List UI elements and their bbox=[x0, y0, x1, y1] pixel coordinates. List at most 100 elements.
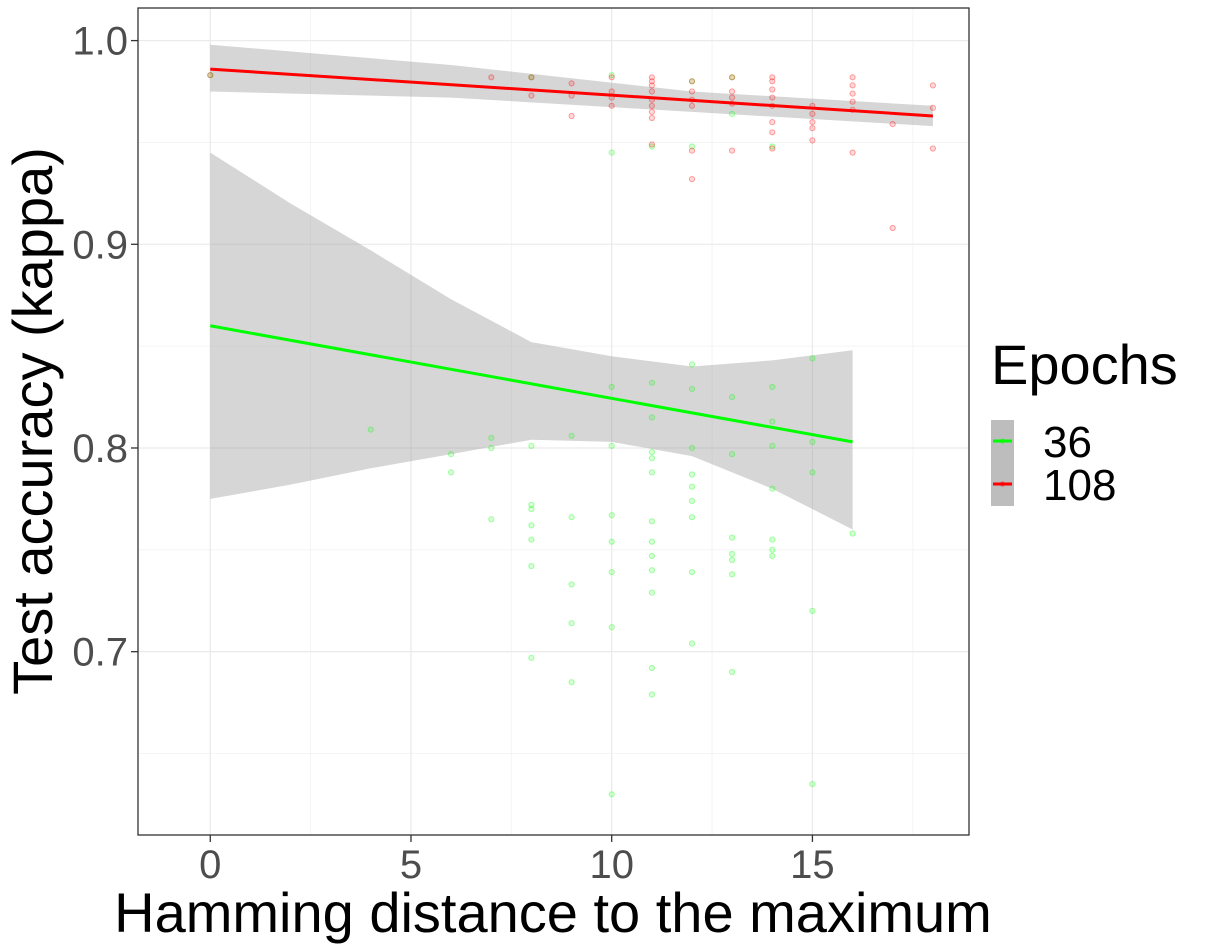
data-point-36 bbox=[608, 149, 615, 156]
data-point-36 bbox=[528, 501, 535, 509]
data-point-36 bbox=[809, 438, 816, 445]
legend-label-108: 108 bbox=[1043, 461, 1116, 510]
data-point-36 bbox=[769, 442, 776, 449]
data-point-36 bbox=[688, 497, 696, 504]
data-point-36 bbox=[729, 110, 736, 118]
data-point-36 bbox=[648, 455, 656, 462]
data-point-108 bbox=[648, 88, 656, 95]
data-point-36 bbox=[608, 791, 615, 798]
data-point-108 bbox=[809, 110, 816, 118]
data-point-36 bbox=[648, 143, 656, 150]
data-point-108 bbox=[648, 108, 656, 116]
legend-title: Epochs bbox=[991, 333, 1178, 396]
legend-key-point-36 bbox=[999, 438, 1006, 444]
data-point-36 bbox=[648, 567, 656, 574]
data-point-36 bbox=[528, 654, 535, 661]
data-point-108 bbox=[729, 88, 736, 95]
data-point-36 bbox=[849, 530, 856, 537]
data-point-36 bbox=[608, 538, 615, 545]
data-point-108 bbox=[608, 102, 615, 109]
data-point-108 bbox=[207, 72, 214, 79]
data-point-36 bbox=[688, 361, 696, 368]
data-point-108 bbox=[648, 114, 656, 122]
data-point-108 bbox=[849, 98, 856, 105]
data-point-108 bbox=[608, 74, 615, 81]
data-point-36 bbox=[769, 536, 776, 543]
data-point-108 bbox=[769, 119, 776, 126]
data-point-36 bbox=[769, 485, 776, 492]
data-point-36 bbox=[729, 571, 736, 578]
data-point-36 bbox=[648, 664, 656, 672]
data-point-108 bbox=[769, 129, 776, 136]
data-point-36 bbox=[729, 534, 736, 541]
data-point-108 bbox=[929, 104, 937, 111]
data-point-36 bbox=[488, 434, 495, 441]
fit-lines bbox=[209, 67, 933, 444]
data-point-36 bbox=[648, 414, 656, 421]
x-tick-label: 5 bbox=[400, 843, 422, 887]
data-point-108 bbox=[488, 74, 495, 81]
data-point-108 bbox=[849, 149, 856, 156]
data-point-36 bbox=[488, 444, 495, 452]
plot-background bbox=[138, 8, 969, 835]
data-point-108 bbox=[769, 74, 776, 81]
data-point-36 bbox=[729, 668, 736, 676]
data-point-108 bbox=[849, 82, 856, 89]
data-points bbox=[207, 72, 937, 798]
data-point-108 bbox=[688, 88, 696, 95]
data-point-108 bbox=[648, 74, 656, 81]
fit-line-108 bbox=[210, 67, 933, 118]
data-point-36 bbox=[729, 451, 736, 458]
data-point-36 bbox=[688, 444, 696, 452]
y-tick-label: 0.8 bbox=[72, 427, 128, 471]
data-point-108 bbox=[688, 176, 696, 183]
legend-key-background bbox=[991, 420, 1014, 506]
plot-border bbox=[137, 7, 970, 836]
data-point-36 bbox=[568, 581, 575, 588]
confidence-band-36 bbox=[210, 152, 853, 530]
data-point-36 bbox=[688, 143, 696, 150]
data-point-36 bbox=[809, 469, 816, 476]
data-point-36 bbox=[648, 449, 656, 456]
data-point-108 bbox=[648, 78, 656, 85]
data-point-108 bbox=[809, 125, 816, 132]
data-point-108 bbox=[769, 145, 776, 152]
data-point-36 bbox=[608, 624, 615, 631]
data-point-108 bbox=[568, 80, 575, 87]
data-point-36 bbox=[688, 471, 696, 478]
data-point-36 bbox=[608, 442, 615, 449]
data-point-36 bbox=[528, 506, 535, 513]
data-point-36 bbox=[809, 781, 816, 788]
data-point-36 bbox=[729, 74, 736, 81]
data-point-108 bbox=[929, 145, 937, 152]
fit-line-36 bbox=[209, 324, 853, 444]
data-point-36 bbox=[809, 607, 816, 615]
data-point-108 bbox=[688, 78, 696, 85]
data-point-36 bbox=[367, 426, 374, 433]
data-point-108 bbox=[849, 90, 856, 97]
data-point-108 bbox=[528, 74, 535, 81]
data-point-108 bbox=[849, 74, 856, 81]
data-point-36 bbox=[608, 569, 615, 576]
x-tick-label: 10 bbox=[589, 843, 634, 887]
data-point-108 bbox=[809, 137, 816, 144]
data-point-36 bbox=[648, 691, 656, 698]
data-point-36 bbox=[769, 143, 776, 150]
y-tick-label: 0.7 bbox=[72, 631, 128, 675]
y-axis: 0.7 0.8 0.9 1.0 bbox=[72, 20, 138, 675]
data-point-36 bbox=[608, 512, 615, 519]
data-point-36 bbox=[207, 72, 214, 79]
y-tick-label: 1.0 bbox=[72, 20, 128, 64]
x-tick-label: 0 bbox=[199, 843, 221, 887]
data-point-108 bbox=[809, 119, 816, 126]
data-point-36 bbox=[528, 442, 535, 449]
data-point-108 bbox=[608, 88, 615, 95]
y-tick-label: 0.9 bbox=[72, 223, 128, 267]
data-point-108 bbox=[729, 94, 736, 101]
data-point-36 bbox=[608, 383, 615, 390]
data-point-36 bbox=[568, 620, 575, 627]
data-point-108 bbox=[688, 147, 696, 154]
data-point-36 bbox=[688, 78, 696, 85]
